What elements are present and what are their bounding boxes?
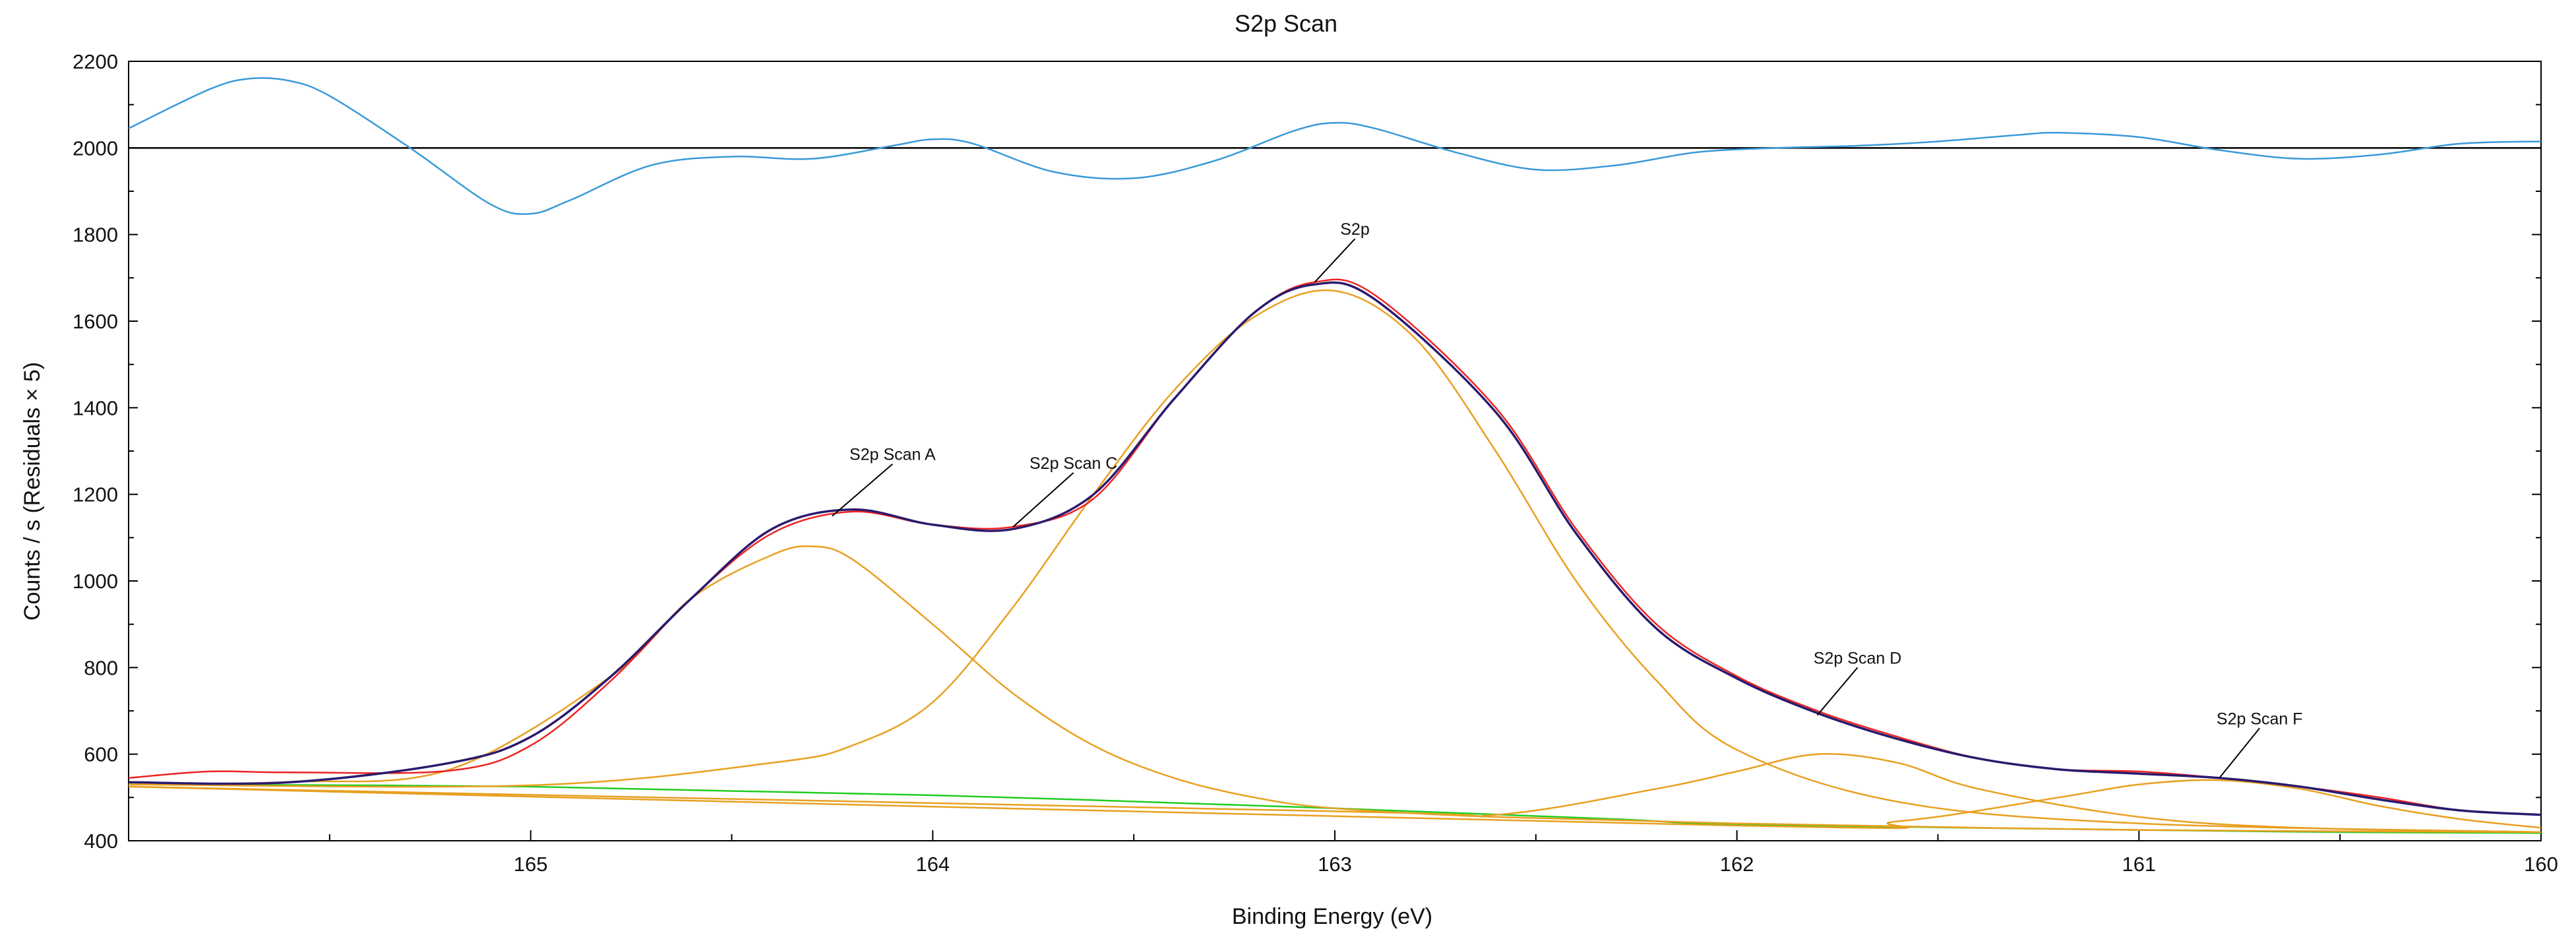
annotation-leader-s2p-scan-c [1012, 472, 1074, 528]
series-line-data [128, 281, 2542, 816]
annotation-label-s2p-scan-f: S2p Scan F [2217, 710, 2303, 728]
y-tick-label: 1800 [73, 224, 118, 247]
plot-area: 400 600 800 1000 1200 1400 1600 1800 2000 2200 165… [73, 50, 2558, 876]
annotation-label-s2p-scan-a: S2p Scan A [849, 446, 936, 464]
x-tick-label: 164 [915, 853, 950, 876]
y-tick-label: 2200 [73, 50, 118, 73]
annotation-leader-s2p-scan-f [2219, 727, 2261, 779]
x-tick-label: 161 [2122, 853, 2156, 876]
annotation-label-s2p: S2p [1340, 220, 1369, 239]
series-line-envelope [128, 278, 2542, 816]
x-tick-label: 160 [2524, 853, 2558, 876]
x-axis-title: Binding Energy (eV) [1232, 904, 1432, 929]
y-tick-label: 800 [84, 656, 118, 679]
y-tick-label: 1400 [73, 396, 118, 419]
annotation-leader-s2p [1314, 238, 1356, 283]
y-tick-label: 1600 [73, 310, 118, 333]
x-tick-label: 165 [514, 853, 548, 876]
y-tick-label: 600 [84, 743, 118, 766]
series-line-s2p-scan-d [128, 753, 2542, 834]
y-tick-label: 1200 [73, 483, 118, 506]
annotation-label-s2p-scan-d: S2p Scan D [1814, 649, 1901, 667]
annotation-label-s2p-scan-c: S2p Scan C [1029, 454, 1117, 473]
y-tick-label: 400 [84, 830, 118, 853]
chart-title: S2p Scan [1235, 10, 1337, 37]
series-line-s2p-scan-c [128, 289, 2542, 834]
annotation-leader-s2p-scan-d [1816, 667, 1858, 716]
series-line-s2p-scan-a [128, 545, 2542, 834]
plot-frame [128, 61, 2542, 841]
y-tick-label: 1000 [73, 570, 118, 593]
series-line-s2p-scan-f [128, 779, 2542, 830]
series-line-residuals [128, 76, 2542, 215]
x-tick-label: 162 [1720, 853, 1754, 876]
annotation-leader-s2p-scan-a [832, 463, 894, 517]
y-axis-title: Counts / s (Residuals × 5) [20, 362, 45, 621]
y-tick-label: 2000 [73, 137, 118, 160]
x-tick-label: 163 [1318, 853, 1352, 876]
